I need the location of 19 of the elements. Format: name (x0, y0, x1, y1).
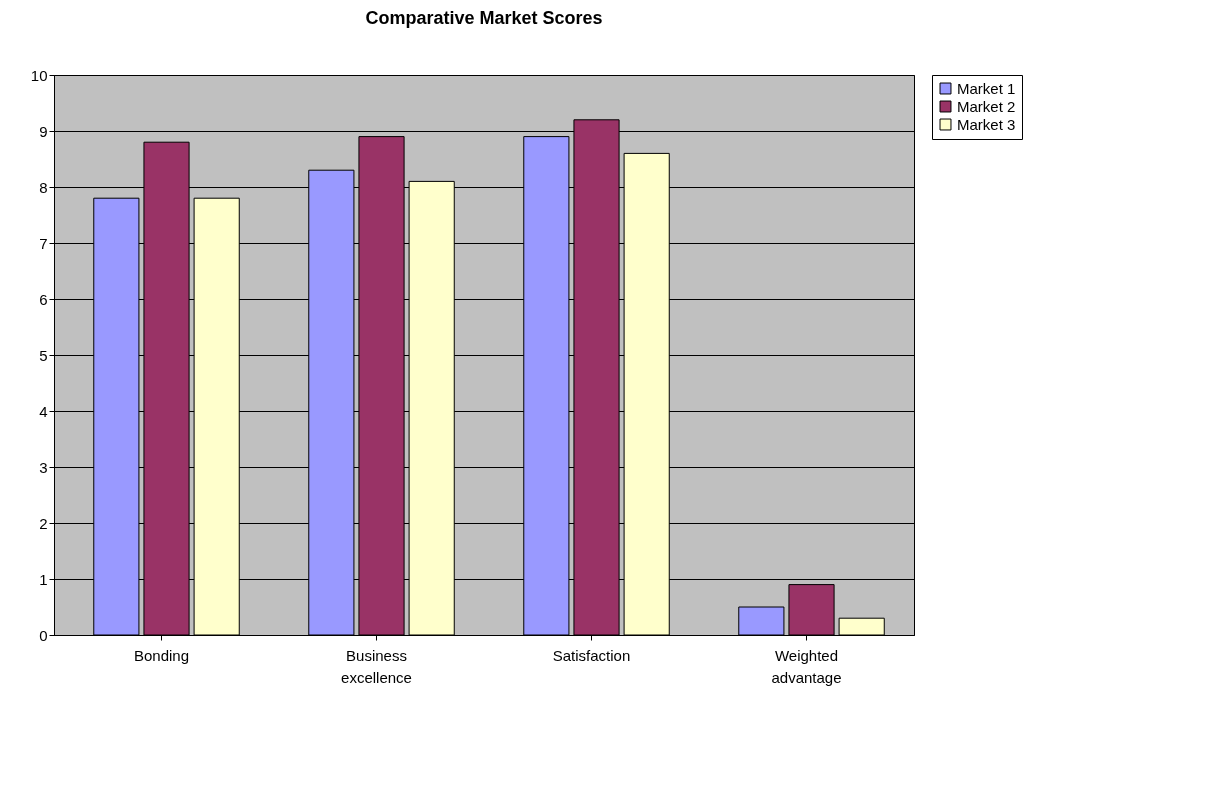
legend-label: Market 2 (957, 97, 1016, 115)
y-tick-label: 3 (39, 458, 48, 476)
y-tick-label: 4 (39, 402, 48, 420)
legend-label: Market 1 (957, 79, 1016, 97)
x-tick-label: Bonding (133, 646, 190, 664)
y-tick-label: 1 (39, 570, 48, 588)
y-tick-label: 5 (39, 346, 48, 364)
legend-label: Market 3 (957, 115, 1016, 133)
y-tick-label: 7 (39, 234, 48, 252)
y-tick-label: 6 (39, 290, 48, 308)
x-tick-label: Business excellence (341, 646, 412, 686)
x-tick-label: Satisfaction (552, 646, 631, 664)
y-tick-label: 2 (39, 514, 48, 532)
y-tick-label: 10 (30, 66, 48, 84)
chart-title: Comparative Market Scores (365, 8, 603, 28)
y-tick-label: 9 (39, 122, 48, 140)
y-tick-label: 0 (39, 626, 48, 644)
y-tick-label: 8 (39, 178, 48, 196)
x-tick-label: Weighted advantage (771, 646, 842, 686)
